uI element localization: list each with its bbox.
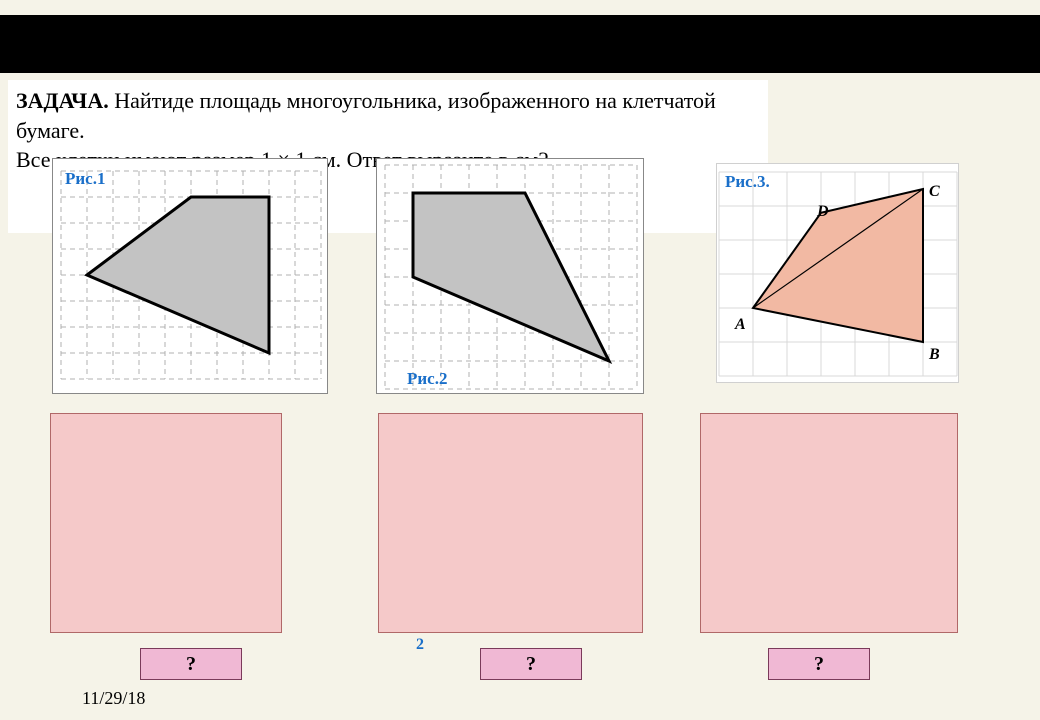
figure-2: Рис.2	[376, 158, 644, 394]
reveal-button-3[interactable]: ?	[768, 648, 870, 680]
figure-1-label: Рис.1	[65, 169, 105, 189]
vertex-label-D: D	[817, 203, 829, 221]
figure-3-svg	[717, 164, 960, 384]
vertex-label-A: A	[735, 316, 746, 334]
figure-1: Рис.1	[52, 158, 328, 394]
answer-box-3	[700, 413, 958, 633]
figure-3-label: Рис.3.	[725, 172, 770, 192]
reveal-button-1[interactable]: ?	[140, 648, 242, 680]
reveal-button-2[interactable]: ?	[480, 648, 582, 680]
stray-number: 2	[416, 636, 424, 654]
figure-3: Рис.3. A D C B	[716, 163, 959, 383]
problem-label: ЗАДАЧА.	[16, 88, 109, 113]
figure-2-svg	[377, 159, 645, 395]
title-band	[0, 15, 1040, 73]
answer-box-2	[378, 413, 643, 633]
answer-box-1	[50, 413, 282, 633]
vertex-label-B: B	[929, 346, 940, 364]
problem-text-1: Найтиде площадь многоугольника, изображе…	[16, 88, 716, 143]
figure-2-label: Рис.2	[407, 369, 447, 389]
figure-1-svg	[53, 159, 329, 395]
slide-date: 11/29/18	[82, 688, 145, 709]
vertex-label-C: C	[929, 183, 940, 201]
